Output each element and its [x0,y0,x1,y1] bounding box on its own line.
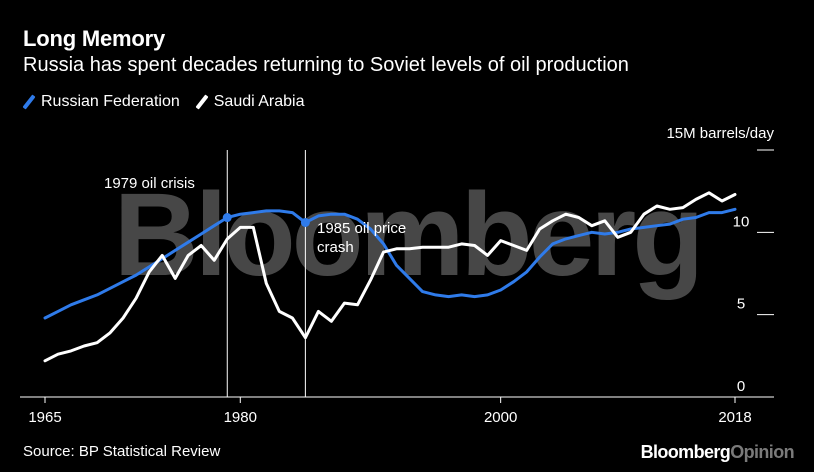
source-note: Source: BP Statistical Review [23,443,221,460]
x-tick-label: 2000 [484,409,517,426]
series-line-saudi [43,191,737,363]
legend-item-russia: Russian Federation [22,93,180,111]
legend-label-saudi: Saudi Arabia [213,93,305,110]
legend-item-saudi: Saudi Arabia [195,93,305,111]
legend: Russian Federation Saudi Arabia [22,93,320,111]
annotation-marker [300,217,310,227]
x-tick-label: 1965 [28,409,61,426]
chart-title: Long Memory [23,26,166,51]
brand-sub: Opinion [730,442,794,462]
series-group [43,191,737,363]
brand-main: Bloomberg [640,442,731,462]
legend-label-russia: Russian Federation [41,93,180,110]
chart-subtitle: Russia has spent decades returning to So… [23,54,629,76]
annotation-lines [226,150,306,397]
annotation-label-1985: crash [317,239,354,256]
x-tick-label: 1980 [224,409,257,426]
y-tick-label: 5 [737,296,745,313]
brand-logo: BloombergOpinion [640,442,795,463]
annotation-label-1979: 1979 oil crisis [104,175,195,192]
y-tick-label: 0 [737,378,745,395]
gridlines [20,149,774,403]
annotation-label-1985: 1985 oil price [317,220,406,237]
annotation-marker [222,213,232,223]
x-tick-label: 2018 [718,409,751,426]
y-unit-label: 15M barrels/day [666,125,774,142]
axis-labels: 0 5 10 15M barrels/day 1965 1980 2000 2018 1979 … [28,125,774,426]
y-tick-label: 10 [733,213,750,230]
